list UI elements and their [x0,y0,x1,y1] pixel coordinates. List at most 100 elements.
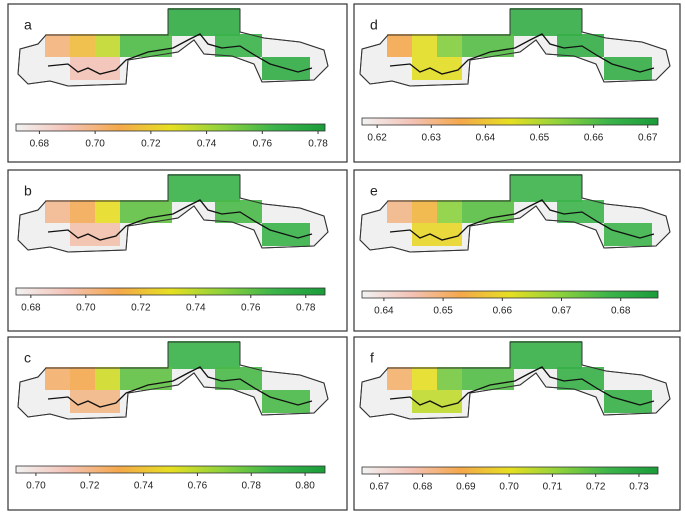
grid-cell [557,34,604,57]
tick-label: 0.68 [21,303,41,314]
tick-label: 0.72 [80,481,100,492]
river [47,366,313,408]
river [389,33,655,75]
tick-label: 0.64 [476,133,496,144]
colorbar [15,287,326,296]
tick-label: 0.76 [188,481,208,492]
grid-cell [95,34,120,57]
tick-label: 0.74 [186,303,206,314]
grid-cell [120,34,172,57]
grid-cell [387,367,412,390]
map [17,174,329,253]
tick-label: 0.72 [141,139,161,150]
tick-label: 0.67 [552,306,572,317]
tick-label: 0.70 [76,303,96,314]
tick-label: 0.78 [308,139,328,150]
grid-cell [437,200,462,223]
tick-label: 0.70 [26,481,46,492]
tick-label: 0.74 [134,481,154,492]
grid-cell [510,174,582,202]
tick-label: 0.72 [131,303,151,314]
tick-label: 0.62 [367,133,387,144]
grid-cell [437,367,462,390]
tick-label: 0.76 [253,139,273,150]
panel: c 0.70 0.72 0.74 0.76 0.78 0.80 [7,336,348,511]
grid-cell [70,34,95,57]
grid-cell [387,34,412,57]
grid-cell [215,34,262,57]
grid-cell [412,367,437,390]
grid-cell [45,200,70,223]
colorbar [15,465,326,474]
country-border [359,8,671,87]
panel-label: f [370,350,374,366]
grid-cell [510,8,582,36]
country-border [359,341,671,420]
panel-label: a [24,17,32,33]
grid-cell [557,367,604,390]
map [17,8,329,87]
country-border [17,174,329,253]
country-border [17,8,329,87]
tick-label: 0.78 [242,481,262,492]
tick-label: 0.73 [629,482,649,493]
tick-label: 0.68 [611,306,631,317]
tick-label: 0.69 [456,482,476,493]
colorbar [361,466,659,475]
tick-label: 0.66 [584,133,604,144]
country-border [359,174,671,253]
panel-frame [7,3,348,163]
grid-cell [462,367,514,390]
grid-cell [412,200,437,223]
colorbar [15,123,326,132]
grid-cell [70,223,120,246]
grid-cell [412,34,437,57]
colorbar [361,290,659,299]
panel: d 0.62 0.63 0.64 0.65 0.66 0.67 [353,3,681,163]
map [17,341,329,420]
panel: f 0.67 0.68 0.69 0.70 0.71 0.72 0.73 [353,336,681,511]
map [359,341,671,420]
tick-label: 0.65 [530,133,550,144]
map [359,174,671,253]
grid-cell [168,174,240,202]
tick-label: 0.76 [241,303,261,314]
grid-cell [70,57,120,80]
grid-cell [168,341,240,369]
grid-cell [387,200,412,223]
country-border [17,341,329,420]
tick-label: 0.70 [85,139,105,150]
grid-cell [437,34,462,57]
tick-label: 0.63 [422,133,442,144]
panel: a 0.68 0.70 0.72 0.74 0.76 0.78 [7,3,348,163]
grid-cell [45,367,70,390]
grid-cell [412,223,462,246]
grid-cell [557,200,604,223]
tick-label: 0.65 [433,306,453,317]
panel-frame [353,3,681,163]
grid-cell [70,367,95,390]
grid-cell [412,390,462,413]
grid-cell [510,341,582,369]
tick-label: 0.78 [296,303,316,314]
tick-label: 0.80 [295,481,315,492]
grid-cell [45,34,70,57]
panel-frame [353,169,681,332]
river [47,199,313,241]
grid-cell [412,57,462,80]
panel-frame [7,336,348,511]
panel-label: d [370,17,378,33]
tick-label: 0.68 [30,139,50,150]
river [389,199,655,241]
grid-cell [95,200,120,223]
tick-label: 0.66 [493,306,513,317]
river [47,33,313,75]
tick-label: 0.67 [370,482,390,493]
tick-label: 0.67 [638,133,658,144]
grid-cell [462,34,514,57]
panel: b 0.68 0.70 0.72 0.74 0.76 0.78 [7,169,348,332]
grid-cell [215,367,262,390]
tick-label: 0.70 [499,482,519,493]
grid-cell [120,200,172,223]
